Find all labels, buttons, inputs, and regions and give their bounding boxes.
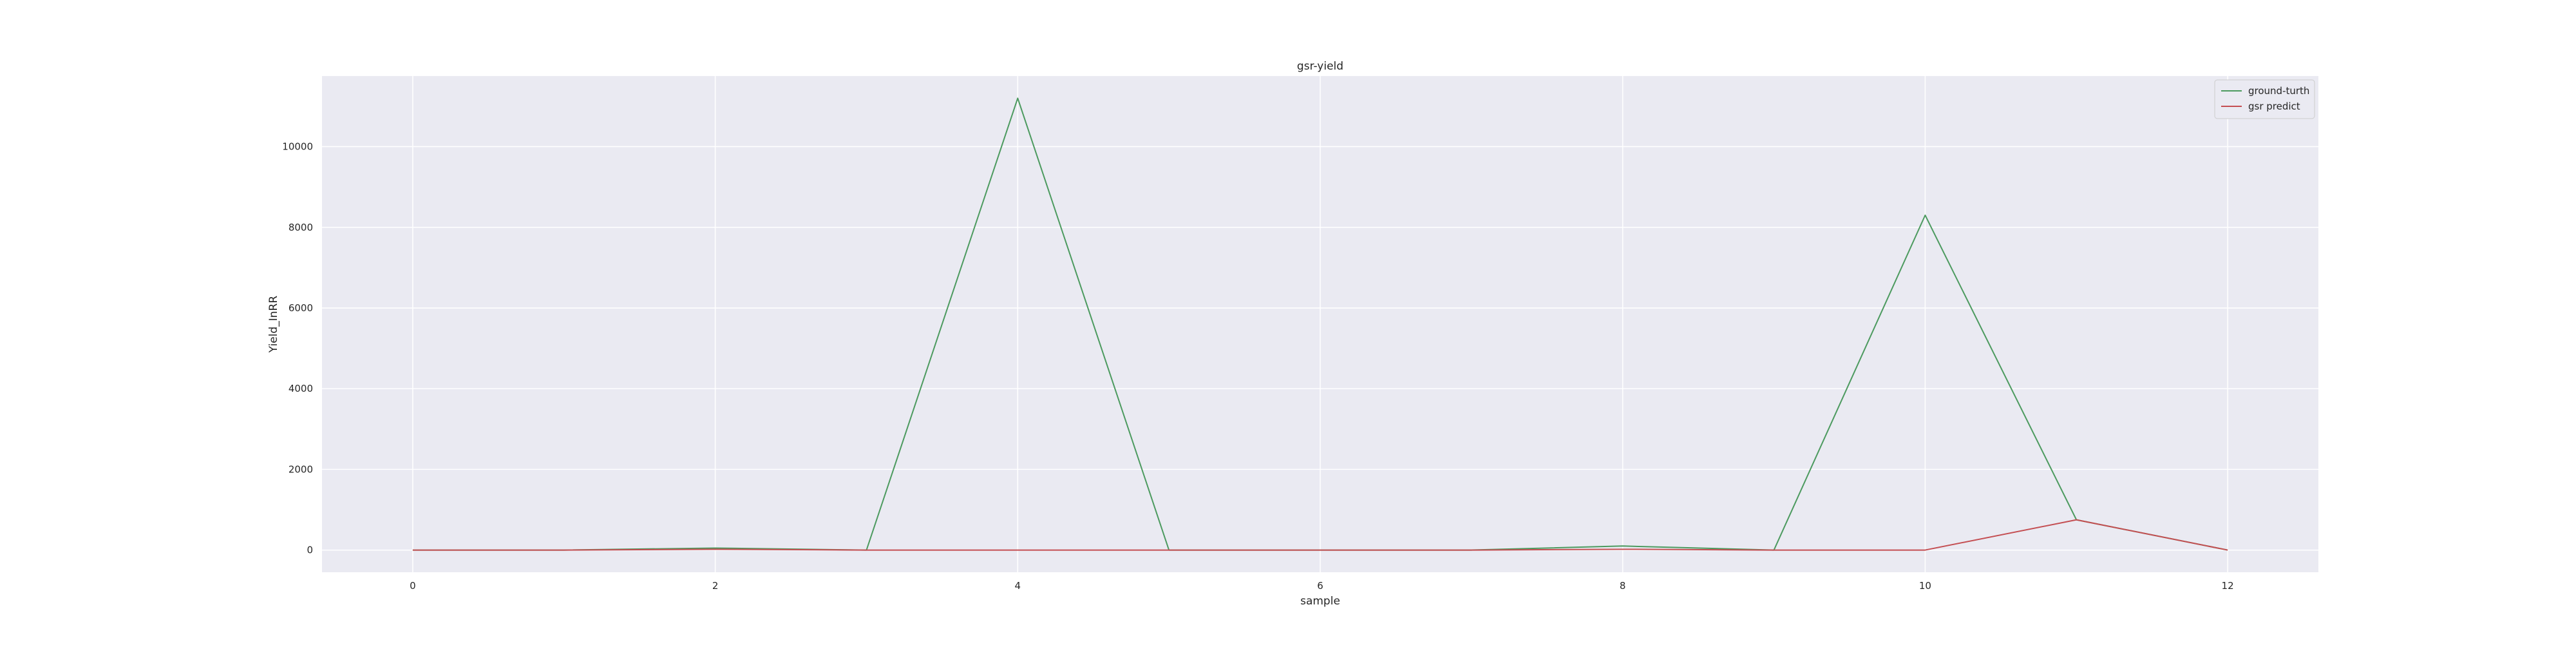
y-tick-label: 4000 — [289, 383, 313, 394]
x-tick-label: 4 — [1015, 580, 1021, 592]
legend: ground-turth gsr predict — [2214, 79, 2315, 119]
x-tick-label: 0 — [410, 580, 416, 592]
legend-label: gsr predict — [2248, 101, 2300, 112]
y-tick-label: 10000 — [282, 141, 313, 153]
y-tick-label: 2000 — [289, 463, 313, 475]
legend-label: ground-turth — [2248, 85, 2309, 97]
y-tick-label: 6000 — [289, 302, 313, 314]
y-axis-label: Yield_InRR — [267, 296, 280, 354]
y-tick-label: 0 — [307, 545, 313, 556]
y-tick-labels: 0 2000 4000 6000 8000 10000 — [282, 141, 313, 556]
x-tick-labels: 0 2 4 6 8 10 12 — [410, 580, 2234, 592]
chart-title: gsr-yield — [1297, 60, 1343, 73]
x-tick-label: 6 — [1317, 580, 1323, 592]
x-tick-label: 8 — [1620, 580, 1626, 592]
x-tick-label: 2 — [712, 580, 719, 592]
x-axis-label: sample — [1300, 595, 1340, 608]
legend-box — [2214, 79, 2315, 119]
series-lines — [412, 97, 2228, 551]
x-tick-label: 12 — [2222, 580, 2234, 592]
y-tick-label: 8000 — [289, 222, 313, 233]
x-tick-label: 10 — [1919, 580, 1931, 592]
series-line-gsr-predict — [412, 519, 2228, 551]
